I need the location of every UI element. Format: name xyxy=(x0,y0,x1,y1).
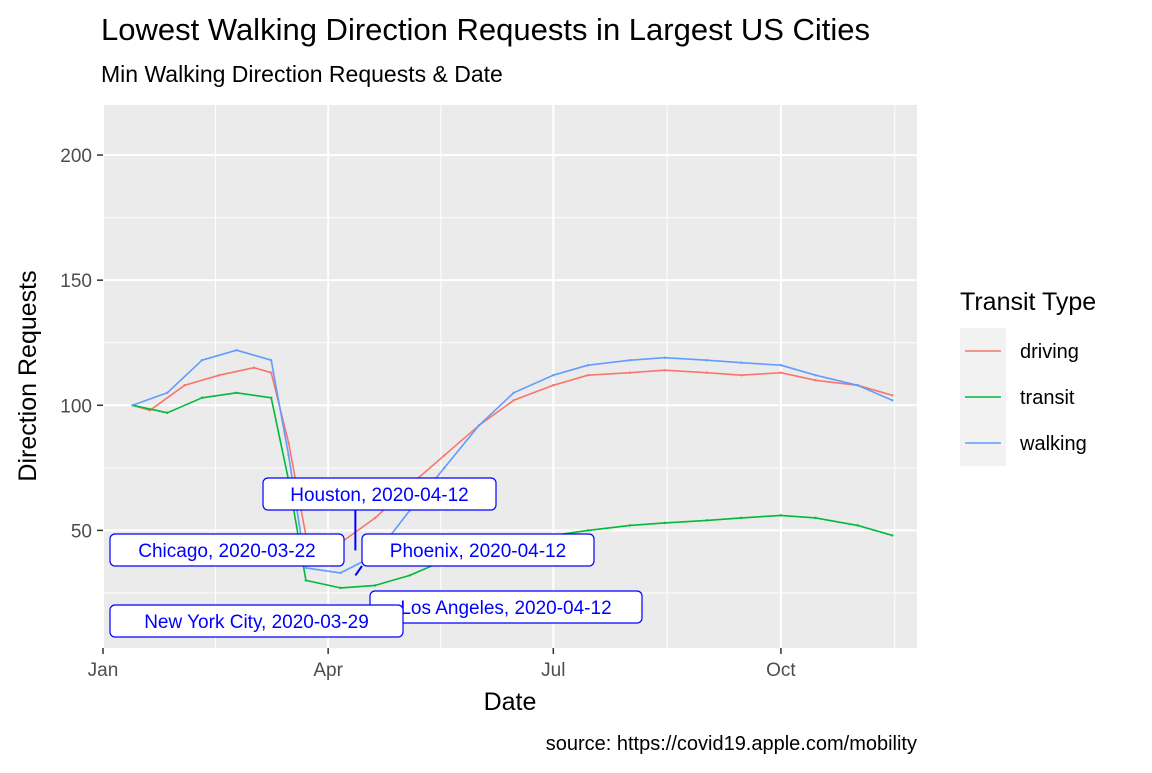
data-point-driving xyxy=(270,371,273,374)
x-axis: Jan Apr Jul Oct xyxy=(88,648,796,681)
grid-major xyxy=(102,105,917,648)
data-point-walking xyxy=(512,391,515,394)
data-point-transit xyxy=(779,514,783,517)
grid-minor xyxy=(103,105,917,648)
data-point-driving xyxy=(814,379,817,382)
data-point-driving xyxy=(373,516,377,520)
data-point-walking xyxy=(235,349,238,352)
y-tick-label: 200 xyxy=(60,146,92,167)
annotation-label: Chicago, 2020-03-22 xyxy=(138,541,315,562)
data-point-driving xyxy=(705,371,708,374)
y-tick-label: 50 xyxy=(71,521,92,542)
chart-subtitle: Min Walking Direction Requests & Date xyxy=(101,61,503,87)
data-point-transit xyxy=(586,529,590,532)
y-tick-label: 150 xyxy=(60,271,92,292)
data-point-walking xyxy=(339,571,342,575)
data-point-walking xyxy=(287,454,290,457)
data-point-walking xyxy=(477,424,481,427)
data-point-walking xyxy=(779,364,783,367)
data-point-transit xyxy=(408,574,411,577)
data-point-walking xyxy=(856,384,859,387)
series-line-driving xyxy=(132,366,893,544)
annotation-label: Los Angeles, 2020-04-12 xyxy=(400,598,611,619)
data-point-transit xyxy=(304,579,308,582)
y-axis-title: Direction Requests xyxy=(14,270,42,481)
data-point-walking xyxy=(740,361,743,364)
legend-title: Transit Type xyxy=(960,288,1096,316)
data-point-walking xyxy=(586,364,590,367)
data-point-transit xyxy=(339,586,342,590)
data-point-driving xyxy=(183,384,186,387)
data-point-driving xyxy=(891,394,894,397)
data-point-transit xyxy=(373,584,377,587)
x-tick-label: Jan xyxy=(88,660,119,681)
data-point-walking xyxy=(814,374,817,377)
annotation-box xyxy=(361,533,595,567)
data-point-driving xyxy=(252,366,256,369)
data-point-walking xyxy=(663,356,666,359)
annotation-box xyxy=(109,604,404,638)
legend-label-driving: driving xyxy=(1020,341,1079,363)
data-point-transit xyxy=(166,411,169,414)
data-point-transit xyxy=(856,524,859,527)
data-point-driving xyxy=(443,454,446,457)
data-point-transit xyxy=(235,391,238,394)
data-point-walking xyxy=(131,404,134,407)
legend: Transit Type driving transit walking xyxy=(960,288,1096,466)
annotation-label: Phoenix, 2020-04-12 xyxy=(390,541,566,562)
chart-title: Lowest Walking Direction Requests in Lar… xyxy=(101,12,870,47)
annotation-layer: Houston, 2020-04-12 Chicago, 2020-03-22 Ph… xyxy=(109,477,643,638)
y-tick-label: 100 xyxy=(60,396,92,417)
data-point-transit xyxy=(270,396,273,399)
data-point-walking xyxy=(200,359,204,362)
data-point-walking xyxy=(270,359,273,362)
annotation-leader xyxy=(354,565,363,577)
data-point-driving xyxy=(586,374,590,377)
data-point-walking xyxy=(443,466,446,470)
chart-caption: source: https://covid19.apple.com/mobili… xyxy=(546,733,917,755)
legend-label-walking: walking xyxy=(1019,433,1087,455)
annotation-box xyxy=(109,533,345,567)
annotation-label: New York City, 2020-03-29 xyxy=(144,612,369,633)
data-point-driving xyxy=(740,374,743,377)
data-point-walking xyxy=(891,399,894,402)
data-point-driving xyxy=(779,371,783,374)
data-point-transit xyxy=(740,516,743,520)
annotation-label: Houston, 2020-04-12 xyxy=(290,485,469,506)
x-tick-label: Jul xyxy=(541,660,565,681)
data-point-transit xyxy=(891,534,894,537)
x-axis-title: Date xyxy=(484,688,537,716)
data-point-walking xyxy=(166,391,169,394)
data-point-driving xyxy=(512,399,515,402)
data-point-driving xyxy=(663,369,666,372)
data-point-driving xyxy=(218,374,221,377)
y-axis: 50 100 150 200 xyxy=(60,146,103,542)
x-tick-label: Oct xyxy=(766,660,796,681)
x-tick-label: Apr xyxy=(313,660,343,681)
legend-label-transit: transit xyxy=(1020,387,1075,409)
data-point-driving xyxy=(552,384,555,387)
data-point-transit xyxy=(663,521,666,525)
data-point-walking xyxy=(628,359,632,362)
data-point-walking xyxy=(304,566,308,570)
data-point-transit xyxy=(705,519,708,522)
data-point-transit xyxy=(628,524,632,527)
data-point-walking xyxy=(552,374,555,377)
data-point-transit xyxy=(814,516,817,520)
annotation-box xyxy=(262,477,497,511)
data-point-driving xyxy=(287,441,290,445)
data-point-walking xyxy=(705,359,708,362)
data-point-transit xyxy=(200,396,204,399)
data-point-driving xyxy=(628,371,632,374)
